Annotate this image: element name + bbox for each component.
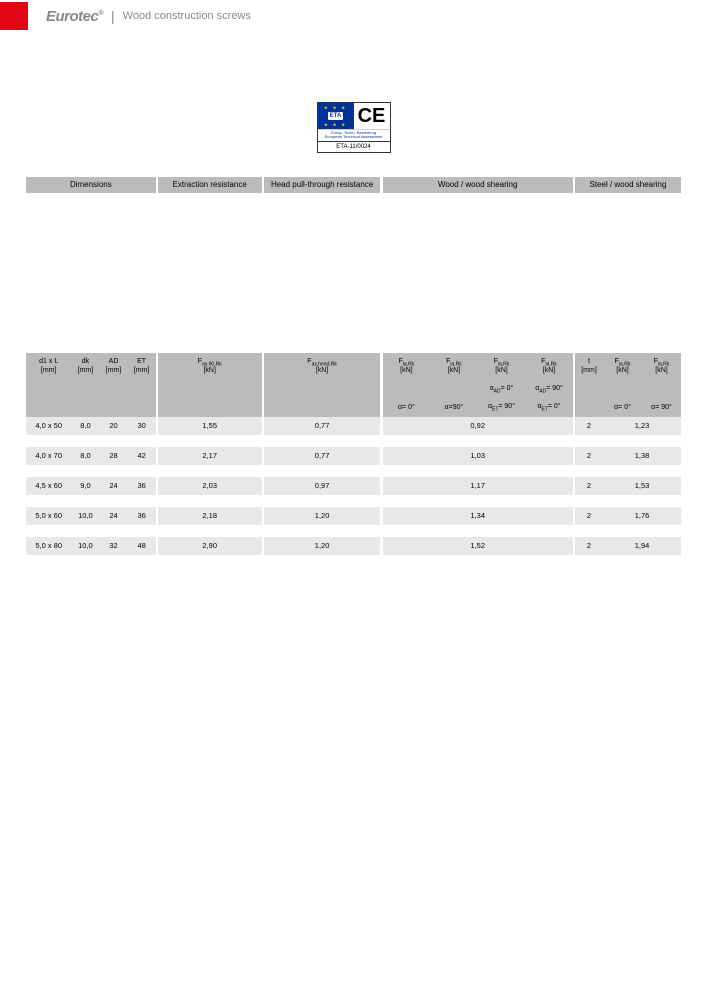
cert-box: ETA CE Europ. Techn. Bewertung European …	[317, 102, 391, 153]
brand-accent	[0, 2, 28, 30]
col-t: t[mm]	[575, 353, 603, 381]
header-divider: |	[111, 8, 115, 24]
col-d1xl: d1 x L[mm]	[26, 353, 71, 381]
group-extraction: Extraction resistance	[158, 177, 262, 193]
group-steel-wood: Steel / wood shearing	[575, 177, 681, 193]
column-header-row: d1 x L[mm] dk[mm] AD[mm] ET[mm] Fax,90,R…	[26, 353, 681, 381]
col-et: ET[mm]	[128, 353, 156, 381]
header-bar: Eurotec® | Wood construction screws	[0, 0, 707, 32]
col-ad: AD[mm]	[99, 353, 127, 381]
certification-badges: ETA CE Europ. Techn. Bewertung European …	[0, 102, 707, 153]
col-faxhead: Fax,head,Rk[kN]	[264, 353, 381, 381]
col-fla1: Fla,Rk[kN]	[383, 353, 431, 381]
cert-code: ETA-11/0024	[318, 141, 390, 152]
table-row: 5,0 x 6010,024362,181,201,3421,76	[26, 507, 681, 525]
col-fla5: Fla,Rk[kN]	[603, 353, 642, 381]
eta-flag-icon: ETA	[318, 103, 354, 129]
table-row: 4,5 x 609,024362,030,971,1721,53	[26, 477, 681, 495]
col-fla3: Fla,Rk[kN]	[478, 353, 526, 381]
angle-header-row-2: α= 0°α=90°αET= 90°αET= 0° α= 0°α= 90°	[26, 399, 681, 417]
spec-table: Dimensions Extraction resistance Head pu…	[26, 177, 681, 555]
col-dk: dk[mm]	[71, 353, 99, 381]
table-row: 5,0 x 8010,032482,901,201,5221,94	[26, 537, 681, 555]
ce-mark-icon: CE	[354, 103, 390, 129]
col-fax90: Fax,90,Rk[kN]	[158, 353, 262, 381]
cert-caption: Europ. Techn. Bewertung European Technic…	[318, 129, 390, 141]
group-header-row: Dimensions Extraction resistance Head pu…	[26, 177, 681, 193]
group-dimensions: Dimensions	[26, 177, 156, 193]
group-wood-wood: Wood / wood shearing	[383, 177, 573, 193]
col-fla2: Fla,Rk[kN]	[430, 353, 478, 381]
col-fla6: Fla,Rk[kN]	[642, 353, 681, 381]
table-row: 4,0 x 708,028422,170,771,0321,38	[26, 447, 681, 465]
group-head-pull: Head pull-through resistance	[264, 177, 381, 193]
angle-header-row-1: αAD= 0°αAD= 90°	[26, 381, 681, 399]
header-subtitle: Wood construction screws	[123, 10, 251, 22]
brand-name: Eurotec®	[46, 8, 103, 25]
table-row: 4,0 x 508,020301,550,770,9221,23	[26, 417, 681, 435]
image-spacer-row	[26, 193, 681, 353]
col-fla4: Fla,Rk[kN]	[525, 353, 573, 381]
